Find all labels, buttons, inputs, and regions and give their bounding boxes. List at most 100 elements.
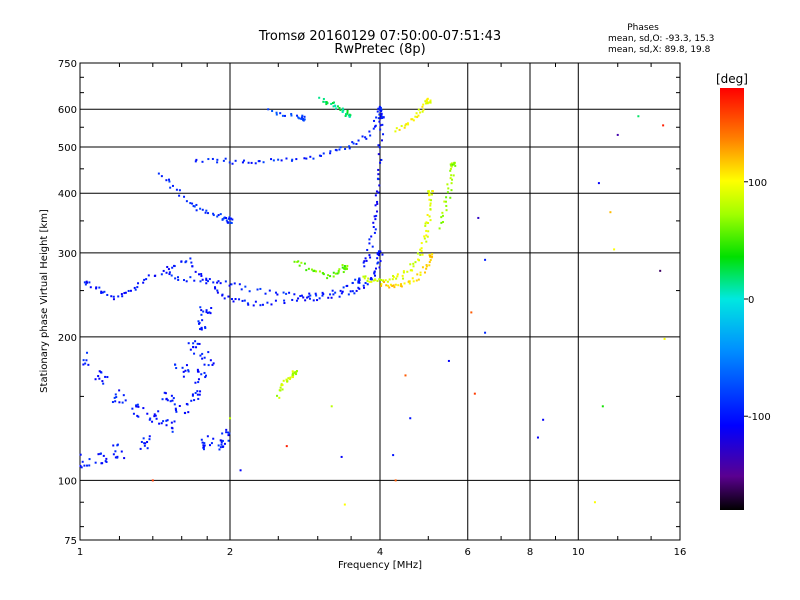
echo-point [290,114,293,117]
echo-point [173,403,176,406]
y-tick-label: 400 [58,189,77,200]
echo-point [344,114,347,117]
echo-point [205,310,208,313]
echo-point [331,102,334,105]
echo-point [324,100,327,103]
echo-point [368,254,371,257]
echo-point [144,442,147,445]
x-tick-label: 16 [674,547,687,558]
echo-point [348,145,351,148]
echo-point [143,442,146,445]
echo-point [228,216,231,219]
echo-point [143,278,146,281]
echo-point [447,359,450,362]
echo-point [124,399,127,402]
echo-point [207,280,210,283]
echo-point [417,258,420,261]
echo-point [303,262,306,265]
echo-point [177,278,180,281]
echo-point [198,273,201,276]
echo-point [408,282,411,285]
echo-point [419,271,422,274]
echo-point [227,439,230,442]
echo-point [355,289,358,292]
echo-point [171,399,174,402]
echo-point [280,159,283,162]
echo-point [163,391,166,394]
echo-point [187,411,190,414]
echo-point [219,446,222,449]
echo-point [264,292,267,295]
echo-point [344,266,347,269]
echo-point [276,394,279,397]
echo-point [216,215,219,218]
echo-point [170,421,173,424]
echo-point [372,279,375,282]
echo-point [155,417,158,420]
echo-point [231,218,234,221]
echo-point [116,443,119,446]
echo-point [447,187,450,190]
echo-point [357,139,360,142]
echo-point [199,207,202,210]
echo-point [416,116,419,119]
echo-point [326,277,329,280]
echo-point [275,111,278,114]
echo-point [84,283,87,286]
echo-point [347,293,350,296]
echo-point [171,427,174,430]
echo-point [211,157,214,160]
echo-point [406,270,409,273]
echo-point [86,464,89,467]
echo-point [484,331,487,334]
echo-point [379,250,382,253]
echo-point [387,284,390,287]
echo-point [195,346,198,349]
echo-point [298,264,301,267]
echo-point [204,376,207,379]
echo-point [162,269,165,272]
echo-point [420,247,423,250]
echo-point [98,286,101,289]
echo-point [112,298,115,301]
echo-point [425,221,428,224]
echo-point [422,103,425,106]
echo-point [290,159,293,162]
echo-point [322,97,325,100]
echo-point [431,255,434,258]
echo-point [453,163,456,166]
echo-point [445,204,448,207]
echo-point [315,270,318,273]
echo-point [338,268,341,271]
echo-point [429,259,432,262]
echo-point [419,253,422,256]
echo-point [114,456,117,459]
echo-point [209,359,212,362]
echo-point [428,194,431,197]
echo-point [230,298,233,301]
echo-point [194,340,197,343]
echo-point [146,441,149,444]
echo-point [424,271,427,274]
echo-point [429,219,432,222]
colorbar-tick-label: 0 [748,295,754,306]
echo-point [232,300,235,303]
echo-point [453,161,456,164]
echo-point [160,422,163,425]
echo-point [339,289,342,292]
echo-point [302,296,305,299]
echo-point [424,102,427,105]
echo-point [221,432,224,435]
echo-point [254,300,257,303]
echo-point [336,105,339,108]
echo-point [166,265,169,268]
x-tick-label: 8 [527,547,533,558]
echo-point [417,114,420,117]
echo-point [374,228,377,231]
echo-point [205,279,208,282]
echo-point [203,442,206,445]
echo-point [300,116,303,119]
echo-point [380,108,383,111]
echo-point [307,295,310,298]
echo-point [412,265,415,268]
